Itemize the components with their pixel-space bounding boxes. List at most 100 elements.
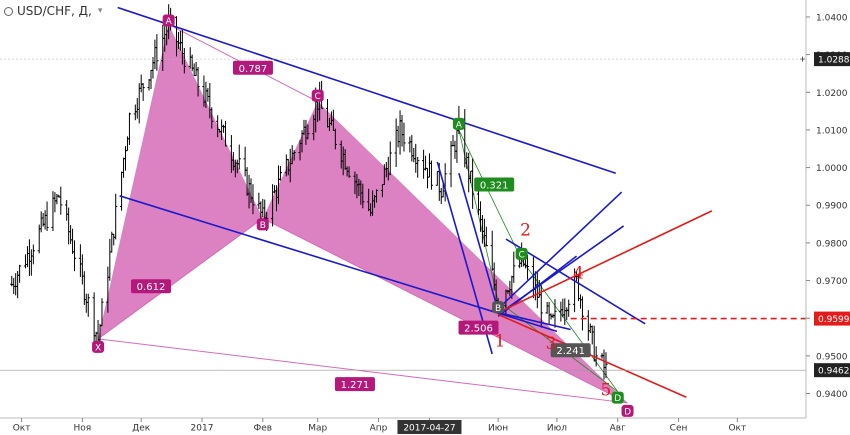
ohlc-bar — [67, 207, 71, 245]
ohlc-bar — [414, 143, 418, 173]
trend-line-9 — [497, 311, 571, 331]
ohlc-bar — [100, 298, 104, 327]
pattern-1-bd-line — [262, 217, 628, 404]
pattern-2-point-d-text: D — [614, 394, 621, 404]
ohlc-bar — [70, 228, 75, 254]
circle-icon — [4, 6, 13, 16]
ohlc-bar — [333, 128, 337, 150]
pattern-2-point-b: B — [492, 301, 505, 314]
ohlc-bar — [45, 201, 49, 232]
pattern-1-xb-line — [97, 218, 264, 340]
pattern-point-labels: X A B C D A B C D — [92, 14, 634, 417]
price-marker-bg — [814, 363, 850, 378]
pattern-2-point-c-text: C — [518, 250, 524, 260]
ohlc-bar — [439, 187, 443, 205]
ohlc-bar — [427, 153, 432, 178]
pattern-2-ac-line — [458, 129, 523, 261]
pattern-1-ratio-4: 1.271 — [334, 377, 375, 392]
ohlc-bar — [112, 233, 116, 246]
wave-label-5: 5 — [601, 380, 612, 400]
price-marker-label: 0.9462 — [818, 367, 850, 377]
pattern-2-ratio-2-text: 2.241 — [556, 346, 585, 357]
ohlc-bar — [559, 301, 563, 322]
ohlc-bar — [243, 146, 247, 177]
ohlc-bar — [29, 249, 33, 276]
ohlc-bar — [137, 83, 141, 124]
pattern-1-point-a-text: A — [166, 17, 173, 27]
ohlc-bar — [68, 225, 73, 244]
ohlc-bar — [594, 346, 598, 367]
harmonic-pattern-fills — [97, 24, 628, 404]
ohlc-bar — [59, 186, 63, 215]
pattern-1-ratio-1-bg — [232, 60, 273, 75]
pattern-1-point-x: X — [92, 340, 105, 353]
ohlc-bar — [192, 63, 196, 77]
pattern-1-bcd-fill — [262, 101, 628, 403]
ohlc-bar — [453, 140, 457, 159]
ohlc-bar — [25, 246, 30, 268]
ohlc-bar — [51, 191, 55, 231]
pattern-1-ratio-1-text: 0.787 — [239, 64, 268, 75]
price-tick-label: 0.9900 — [816, 202, 848, 212]
ohlc-bar — [110, 231, 114, 253]
ohlc-bar — [396, 125, 400, 148]
pattern-2-point-c-bg — [515, 247, 528, 260]
ohlc-bar — [80, 254, 84, 285]
ohlc-bar — [292, 150, 296, 161]
trend-line-1 — [117, 6, 617, 174]
ohlc-bar — [27, 239, 32, 276]
ohlc-bar — [84, 293, 88, 313]
ohlc-bar — [72, 240, 77, 272]
ohlc-bar — [421, 149, 426, 179]
chevron-down-icon[interactable]: ▾ — [97, 6, 103, 16]
ohlc-bar — [588, 323, 592, 334]
price-marker-bg — [814, 311, 850, 326]
ohlc-bar — [23, 254, 28, 269]
ohlc-bar — [251, 184, 255, 215]
time-tick-label: Фев — [253, 424, 272, 434]
pattern-1-ratio-2-text: 0.612 — [137, 282, 166, 293]
ohlc-bar — [221, 124, 226, 133]
ohlc-bar — [86, 293, 90, 317]
ohlc-bar — [127, 112, 132, 145]
pattern-2-ratio-1-bg — [474, 177, 515, 192]
pattern-2-point-a: A — [452, 117, 465, 130]
time-tick-label: 2017 — [191, 424, 214, 434]
time-tick-label: Дек — [132, 424, 151, 434]
wave-label-2: 2 — [520, 220, 531, 240]
ohlc-bar — [590, 325, 594, 345]
ohlc-bar — [408, 136, 412, 153]
ohlc-bar — [139, 74, 143, 93]
ohlc-bar — [565, 307, 569, 321]
ohlc-bar — [410, 135, 414, 162]
wave-label-4: 4 — [573, 264, 584, 284]
ohlc-bar — [490, 230, 494, 271]
ohlc-bar — [155, 34, 159, 71]
ohlc-bar — [512, 251, 516, 283]
ohlc-bar — [43, 210, 47, 230]
ohlc-bar — [484, 226, 488, 247]
ohlc-bar — [400, 114, 404, 147]
ohlc-bar — [425, 167, 430, 189]
time-tick-label: Авг — [610, 424, 626, 434]
pattern-2-ratio-1-text: 0.321 — [480, 181, 509, 192]
trend-line-10 — [497, 210, 713, 314]
pattern-2-point-b-text: B — [495, 304, 501, 314]
pattern-1-point-x-bg — [92, 340, 105, 353]
ohlc-bar — [141, 82, 145, 101]
time-tick-label: Июл — [547, 424, 567, 434]
pattern-2-ab-line — [458, 129, 499, 302]
ohlc-bar — [133, 104, 137, 121]
pattern-1-ratio-3: 2.506 — [458, 320, 499, 335]
pattern-1-ratio-2-bg — [131, 279, 172, 294]
price-tick-label: 1.0100 — [816, 126, 848, 136]
wave-count-labels: 1 2 3 4 5 — [495, 220, 612, 400]
price-tick-label: 1.0200 — [816, 89, 848, 99]
price-marker-2: 0.9599 — [814, 311, 850, 326]
ohlc-bar — [435, 170, 439, 186]
trend-line-8 — [505, 238, 646, 325]
symbol-label: USD/CHF, Д, — [17, 4, 92, 18]
ohlc-bar — [478, 201, 483, 232]
